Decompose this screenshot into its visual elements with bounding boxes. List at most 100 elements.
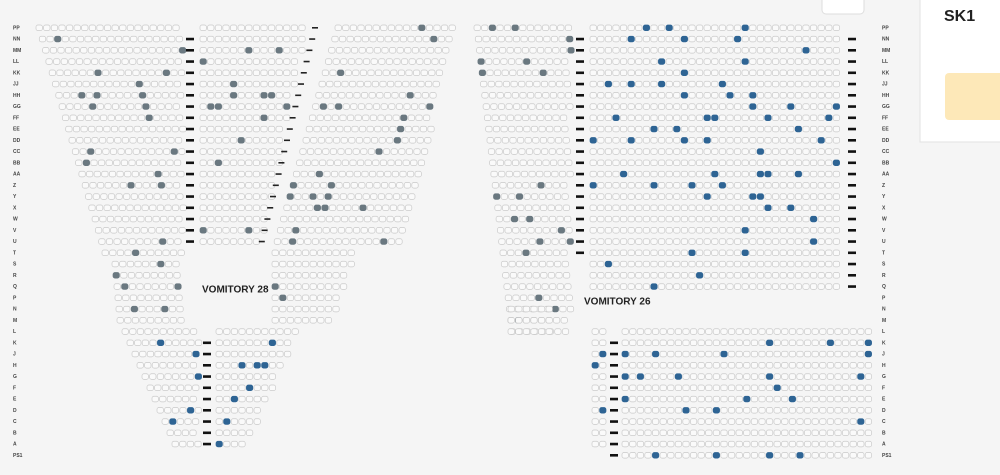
seat[interactable] [132, 148, 140, 155]
seat[interactable] [214, 227, 222, 234]
seat[interactable] [690, 362, 698, 369]
seat[interactable] [743, 429, 751, 436]
seat[interactable] [128, 283, 136, 290]
seat[interactable] [141, 373, 149, 380]
seat[interactable] [369, 35, 377, 43]
seat[interactable] [756, 24, 764, 31]
seat[interactable] [252, 24, 260, 31]
seat[interactable] [121, 238, 129, 245]
seat[interactable] [810, 159, 818, 166]
seat[interactable] [794, 170, 802, 178]
seat[interactable] [756, 272, 764, 279]
seat[interactable] [629, 384, 637, 391]
seat[interactable] [604, 170, 612, 178]
seat[interactable] [70, 92, 78, 99]
seat[interactable] [128, 80, 136, 88]
seat[interactable] [357, 24, 365, 31]
seat[interactable] [55, 92, 63, 99]
seat[interactable] [122, 114, 130, 121]
seat[interactable] [515, 305, 523, 313]
seat[interactable] [604, 159, 612, 166]
seat[interactable] [599, 395, 607, 403]
seat[interactable] [317, 283, 325, 290]
seat[interactable] [77, 114, 85, 121]
seat[interactable] [230, 170, 238, 178]
seat[interactable] [772, 204, 780, 211]
seat[interactable] [392, 35, 400, 43]
seat[interactable] [425, 80, 433, 88]
seat[interactable] [734, 193, 742, 200]
seat[interactable] [766, 452, 774, 459]
seat[interactable] [145, 193, 154, 200]
seat[interactable] [397, 204, 405, 211]
seat[interactable] [796, 440, 804, 448]
seat[interactable] [223, 350, 231, 358]
seat[interactable] [627, 238, 635, 245]
seat[interactable] [194, 407, 202, 414]
seat[interactable] [246, 384, 254, 391]
seat[interactable] [271, 283, 279, 290]
seat[interactable] [296, 159, 304, 166]
seat[interactable] [612, 24, 620, 31]
seat[interactable] [741, 24, 749, 31]
seat[interactable] [766, 384, 774, 391]
seat[interactable] [428, 69, 436, 76]
seat[interactable] [734, 58, 742, 65]
seat[interactable] [788, 395, 796, 403]
seat[interactable] [138, 193, 146, 200]
seat[interactable] [349, 80, 357, 88]
seat[interactable] [83, 137, 91, 144]
seat[interactable] [697, 339, 705, 346]
seat[interactable] [667, 350, 675, 358]
seat[interactable] [521, 47, 529, 54]
seat[interactable] [268, 339, 276, 346]
seat[interactable] [427, 47, 435, 54]
seat[interactable] [629, 373, 637, 380]
seat[interactable] [726, 170, 734, 178]
seat[interactable] [779, 103, 787, 110]
seat[interactable] [359, 204, 367, 211]
seat[interactable] [152, 137, 160, 144]
seat[interactable] [410, 24, 418, 31]
seat[interactable] [293, 170, 301, 178]
seat[interactable] [337, 227, 345, 234]
seat[interactable] [642, 283, 650, 290]
seat[interactable] [802, 92, 810, 99]
seat[interactable] [223, 429, 231, 436]
seat[interactable] [712, 328, 720, 335]
seat[interactable] [199, 125, 207, 133]
seat[interactable] [306, 204, 314, 211]
seat[interactable] [119, 24, 127, 31]
seat[interactable] [497, 227, 505, 234]
seat[interactable] [674, 395, 682, 403]
seat[interactable] [341, 215, 349, 223]
seat[interactable] [222, 170, 230, 178]
seat[interactable] [169, 384, 177, 391]
seat[interactable] [92, 193, 100, 200]
seat[interactable] [95, 227, 103, 234]
seat[interactable] [517, 272, 525, 279]
seat[interactable] [149, 24, 157, 31]
seat[interactable] [673, 283, 681, 290]
seat[interactable] [627, 80, 635, 88]
seat[interactable] [58, 103, 66, 110]
seat[interactable] [237, 238, 245, 245]
seat[interactable] [355, 137, 363, 144]
seat[interactable] [825, 249, 833, 256]
seat[interactable] [167, 58, 175, 65]
seat[interactable] [636, 362, 644, 369]
seat[interactable] [636, 407, 644, 414]
seat[interactable] [557, 159, 565, 166]
seat[interactable] [515, 317, 523, 324]
seat[interactable] [343, 47, 351, 54]
seat[interactable] [169, 92, 177, 99]
seat[interactable] [682, 395, 690, 403]
seat[interactable] [314, 148, 322, 155]
seat[interactable] [673, 148, 681, 155]
seat[interactable] [261, 362, 269, 369]
seat[interactable] [597, 35, 605, 43]
seat[interactable] [214, 137, 222, 144]
seat[interactable] [179, 125, 187, 133]
seat[interactable] [116, 317, 124, 324]
seat[interactable] [253, 362, 261, 369]
